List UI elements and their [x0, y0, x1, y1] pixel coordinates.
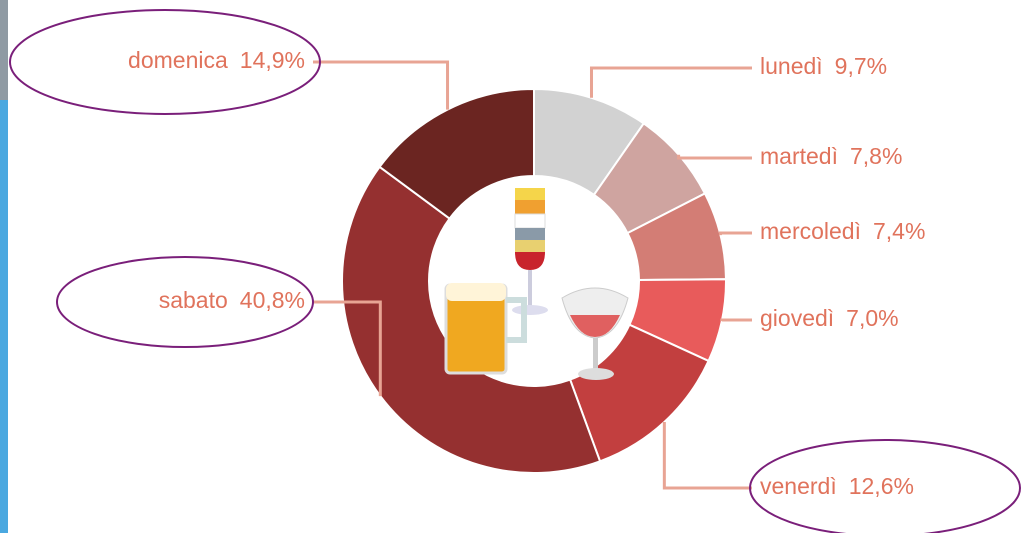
category-label: venerdì — [760, 473, 837, 499]
icon — [514, 213, 546, 229]
highlight-ellipse — [9, 9, 321, 115]
icon — [512, 305, 548, 315]
value-label: 7,0% — [846, 305, 898, 331]
slice — [378, 87, 535, 220]
category-label: lunedì — [760, 53, 823, 79]
value-label: 7,8% — [850, 143, 902, 169]
slice-label: sabato 40,8% — [159, 287, 305, 313]
highlight-ellipse — [56, 256, 314, 348]
slice-label: domenica 14,9% — [128, 47, 305, 73]
icon — [515, 188, 545, 200]
value-label: 7,4% — [873, 218, 925, 244]
icon — [570, 315, 620, 337]
icon — [506, 297, 527, 343]
icon — [578, 368, 614, 380]
leader-line — [313, 60, 450, 110]
labels: lunedì 9,7% martedì 7,8% mercoledì 7,4% gioved… — [128, 47, 925, 499]
icon — [446, 283, 506, 301]
category-label: mercoledì — [760, 218, 861, 244]
value-label: 12,6% — [849, 473, 914, 499]
category-label: giovedì — [760, 305, 834, 331]
side-strip — [0, 100, 8, 533]
highlight-ellipse — [749, 439, 1021, 533]
slice-label: lunedì 9,7% — [760, 53, 887, 79]
icon — [515, 240, 545, 252]
drink-icons — [444, 188, 629, 380]
icon — [515, 228, 545, 240]
leader-line — [720, 318, 752, 322]
side-strip-top — [0, 0, 8, 100]
leader-line — [662, 421, 752, 490]
donut — [341, 87, 728, 474]
slice-label: venerdì 12,6% — [760, 473, 914, 499]
icon — [593, 338, 598, 370]
category-label: martedì — [760, 143, 838, 169]
category-label: sabato — [159, 287, 228, 313]
slice-label: martedì 7,8% — [760, 143, 902, 169]
leader-line — [677, 154, 752, 160]
slice-label: giovedì 7,0% — [760, 305, 899, 331]
value-label: 40,8% — [240, 287, 305, 313]
icon — [515, 200, 545, 214]
leader-line — [718, 231, 752, 236]
leader-line — [313, 300, 382, 397]
value-label: 9,7% — [835, 53, 887, 79]
leader-line — [589, 66, 752, 98]
icon — [515, 252, 545, 270]
slice-label: mercoledì 7,4% — [760, 218, 925, 244]
category-label: domenica — [128, 47, 228, 73]
icon — [528, 270, 532, 308]
value-label: 14,9% — [240, 47, 305, 73]
